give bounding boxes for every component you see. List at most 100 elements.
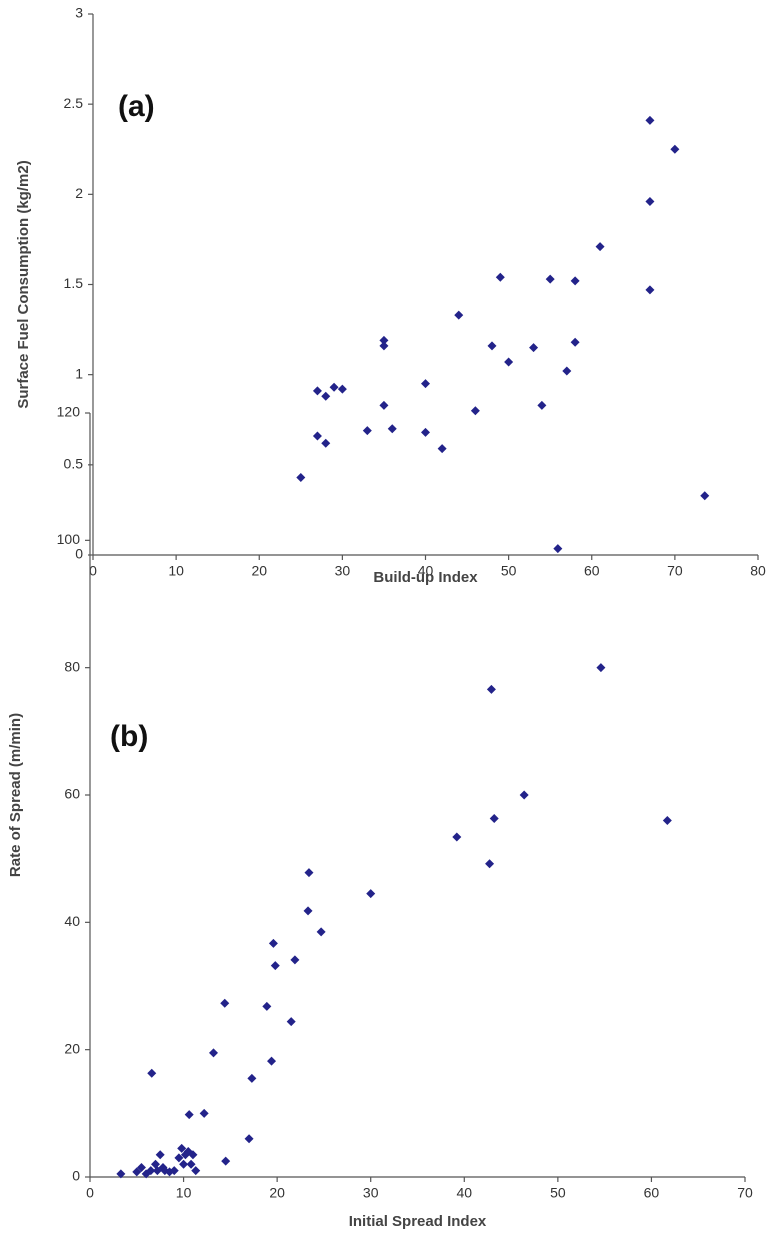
x-axis-label: Build-up Index: [373, 569, 478, 586]
point: [337, 384, 347, 394]
y-tick-label: 0: [72, 1168, 80, 1184]
point: [362, 426, 372, 436]
point: [486, 684, 496, 694]
x-axis-label: Initial Spread Index: [349, 1213, 487, 1230]
point: [529, 343, 539, 353]
y-tick-label: 100: [57, 531, 81, 547]
point: [562, 366, 572, 376]
x-tick-label: 20: [251, 563, 267, 579]
point: [169, 1166, 179, 1176]
y-tick-label: 80: [64, 658, 80, 674]
point: [186, 1159, 196, 1169]
x-tick-label: 60: [644, 1185, 660, 1201]
y-tick-label: 20: [64, 1040, 80, 1056]
point: [179, 1159, 189, 1169]
point: [379, 341, 389, 351]
point: [519, 790, 529, 800]
point: [270, 961, 280, 971]
point: [537, 400, 547, 410]
point: [570, 276, 580, 286]
y-tick-label: 0: [75, 546, 83, 562]
point: [489, 814, 499, 824]
point: [387, 424, 397, 434]
x-tick-label: 0: [89, 563, 97, 579]
point: [470, 406, 480, 416]
point: [286, 1017, 296, 1027]
y-tick-label: 0.5: [64, 456, 84, 472]
x-tick-label: 0: [86, 1185, 94, 1201]
point: [304, 868, 314, 878]
point: [155, 1150, 165, 1160]
point: [290, 955, 300, 965]
y-axis-label: Surface Fuel Consumption (kg/m2): [15, 160, 32, 408]
point: [177, 1143, 187, 1153]
point: [312, 431, 322, 441]
x-tick-label: 70: [737, 1185, 753, 1201]
point: [220, 998, 230, 1008]
point: [570, 337, 580, 347]
point: [366, 889, 376, 899]
point: [504, 357, 514, 367]
x-tick-label: 20: [269, 1185, 285, 1201]
point: [487, 341, 497, 351]
y-tick-label: 40: [64, 913, 80, 929]
x-tick-label: 80: [750, 563, 766, 579]
y-tick-label: 120: [57, 404, 81, 420]
x-tick-label: 70: [667, 563, 683, 579]
point: [321, 391, 331, 401]
point: [191, 1166, 201, 1176]
x-tick-label: 40: [418, 563, 434, 579]
y-tick-label: 2.5: [64, 95, 84, 111]
point: [132, 1167, 142, 1177]
x-tick-label: 30: [335, 563, 351, 579]
point: [700, 491, 710, 501]
point: [595, 242, 605, 252]
point: [545, 274, 555, 284]
point: [645, 285, 655, 295]
point: [268, 938, 278, 948]
point: [316, 927, 326, 937]
point: [209, 1048, 219, 1058]
y-tick-label: 2: [75, 185, 83, 201]
x-tick-label: 50: [550, 1185, 566, 1201]
point: [188, 1150, 198, 1160]
point: [421, 427, 430, 437]
point: [321, 438, 331, 448]
y-tick-label: 1.5: [64, 275, 84, 291]
x-tick-label: 50: [501, 563, 517, 579]
point: [645, 197, 655, 207]
x-tick-label: 10: [176, 1185, 192, 1201]
x-tick-label: 30: [363, 1185, 379, 1201]
point: [146, 1166, 156, 1176]
point: [247, 1073, 257, 1083]
point: [485, 859, 495, 869]
point: [379, 335, 389, 345]
point: [329, 382, 339, 392]
point: [495, 272, 505, 282]
point: [296, 472, 306, 482]
point: [267, 1056, 277, 1066]
point: [199, 1108, 209, 1118]
point: [262, 1001, 272, 1011]
point: [454, 310, 464, 320]
annotation: (a): [118, 90, 155, 123]
point: [553, 544, 563, 554]
y-tick-label: 60: [64, 786, 80, 802]
point: [437, 444, 447, 454]
point: [452, 832, 462, 842]
point: [184, 1110, 194, 1120]
point: [596, 663, 606, 673]
y-tick-label: 3: [75, 5, 83, 21]
point: [670, 144, 680, 154]
y-axis-label: Rate of Spread (m/min): [7, 713, 24, 877]
point: [645, 115, 655, 125]
x-tick-label: 40: [456, 1185, 472, 1201]
x-tick-label: 10: [168, 563, 184, 579]
point: [116, 1169, 126, 1179]
point: [174, 1153, 184, 1163]
y-tick-label: 1: [75, 365, 83, 381]
point: [421, 379, 430, 389]
point: [136, 1162, 146, 1172]
